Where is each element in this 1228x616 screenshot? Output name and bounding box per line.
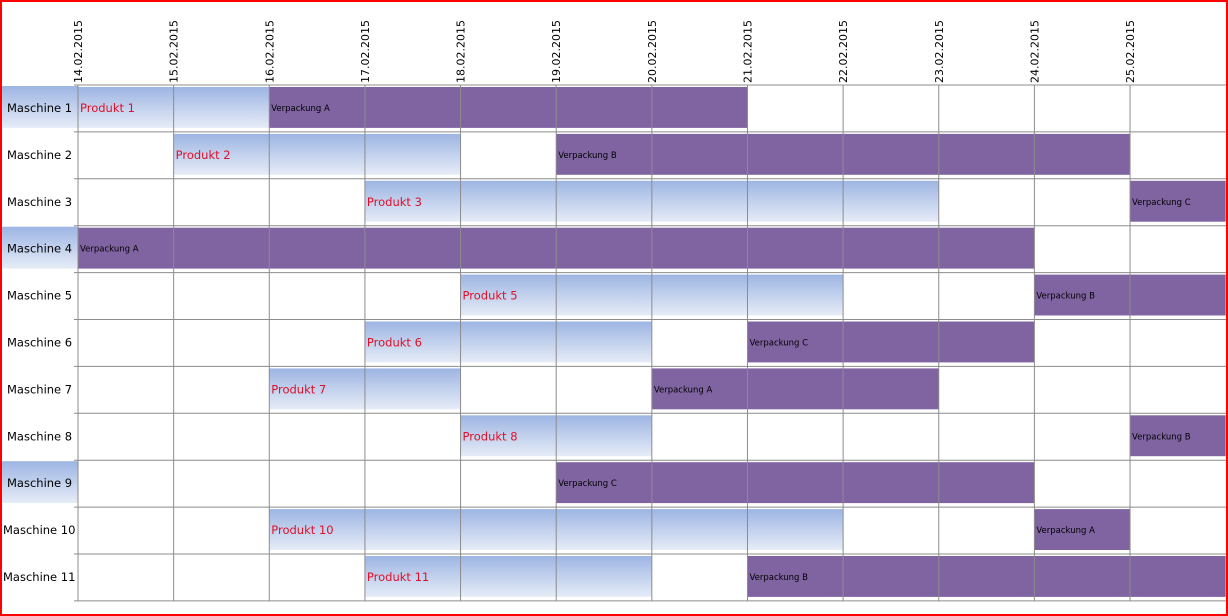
task-bar-verpackung [1034,509,1131,550]
task-label: Verpackung A [654,385,713,395]
machine-label-highlight [2,461,78,504]
machine-label: Maschine 1 [7,101,72,115]
machine-label-highlight [2,226,78,269]
x-tick-label: 14.02.2015 [72,20,85,83]
task-label: Produkt 2 [176,148,231,162]
machine-label: Maschine 8 [7,429,72,443]
x-tick-label: 19.02.2015 [550,20,563,83]
task-label: Produkt 10 [271,523,333,537]
task-bar-verpackung [269,87,748,128]
x-tick-label: 18.02.2015 [455,20,468,83]
task-label: Verpackung A [271,104,330,114]
task-bar-produkt [173,133,461,175]
task-label: Verpackung B [1036,292,1095,302]
task-label: Produkt 11 [367,570,429,584]
task-bar-verpackung [747,321,1035,363]
x-tick-label: 17.02.2015 [359,20,372,83]
x-tick-label: 22.02.2015 [837,20,850,83]
task-bar-verpackung [1130,415,1226,457]
machine-label: Maschine 2 [7,148,72,162]
task-label: Verpackung B [749,573,808,583]
task-label: Produkt 1 [80,101,135,115]
x-tick-label: 20.02.2015 [646,20,659,83]
task-bar-verpackung [651,368,939,410]
machine-label: Maschine 4 [7,242,72,256]
x-tick-label: 24.02.2015 [1028,20,1041,83]
task-label: Produkt 3 [367,195,422,209]
task-label: Verpackung C [749,338,808,348]
machine-label-highlight [2,86,78,128]
machine-label: Maschine 3 [7,195,72,209]
machine-label: Maschine 6 [7,335,72,349]
machine-label: Maschine 11 [3,570,75,584]
task-label: Verpackung C [1132,198,1191,208]
x-tick-label: 21.02.2015 [741,20,754,83]
task-label: Verpackung B [558,151,617,161]
task-label: Verpackung A [1036,526,1095,536]
machine-label: Maschine 9 [7,476,72,490]
task-bar-verpackung [747,556,1226,597]
machine-label: Maschine 10 [3,523,75,537]
task-label: Verpackung B [1132,432,1191,442]
machine-label: Maschine 7 [7,382,72,396]
x-tick-label: 15.02.2015 [168,20,181,83]
machine-label: Maschine 5 [7,289,72,303]
x-tick-label: 16.02.2015 [263,20,276,83]
task-label: Verpackung C [558,479,617,489]
task-label: Produkt 8 [463,429,518,443]
x-tick-label: 25.02.2015 [1124,20,1137,83]
task-bar-verpackung [556,462,1035,504]
task-bar-produkt [364,321,652,363]
task-bar-produkt [364,556,652,597]
task-label: Verpackung A [80,245,139,255]
task-label: Produkt 6 [367,335,422,349]
x-tick-label: 23.02.2015 [933,20,946,83]
task-label: Produkt 7 [271,382,326,396]
task-bar-verpackung [1130,180,1226,222]
task-label: Produkt 5 [463,289,518,303]
